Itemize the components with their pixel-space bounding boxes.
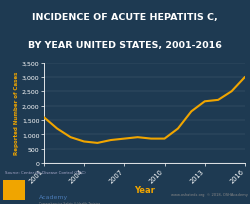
X-axis label: Year: Year (134, 185, 155, 194)
Text: OSH: OSH (39, 180, 67, 193)
Text: BY YEAR UNITED STATES, 2001-2016: BY YEAR UNITED STATES, 2001-2016 (28, 41, 222, 50)
Text: www.oshateds.org  © 2018, OSHAcademy: www.oshateds.org © 2018, OSHAcademy (170, 192, 248, 196)
Text: Academy: Academy (39, 194, 68, 199)
Bar (2, 180, 25, 200)
Text: Source: Center for Disease Control (CDC): Source: Center for Disease Control (CDC) (5, 170, 86, 174)
Text: INCIDENCE OF ACUTE HEPATITIS C,: INCIDENCE OF ACUTE HEPATITIS C, (32, 13, 218, 22)
Text: Comprehensive Safety & Health Training: Comprehensive Safety & Health Training (39, 201, 100, 204)
Y-axis label: Reported Number of Cases: Reported Number of Cases (14, 72, 19, 155)
